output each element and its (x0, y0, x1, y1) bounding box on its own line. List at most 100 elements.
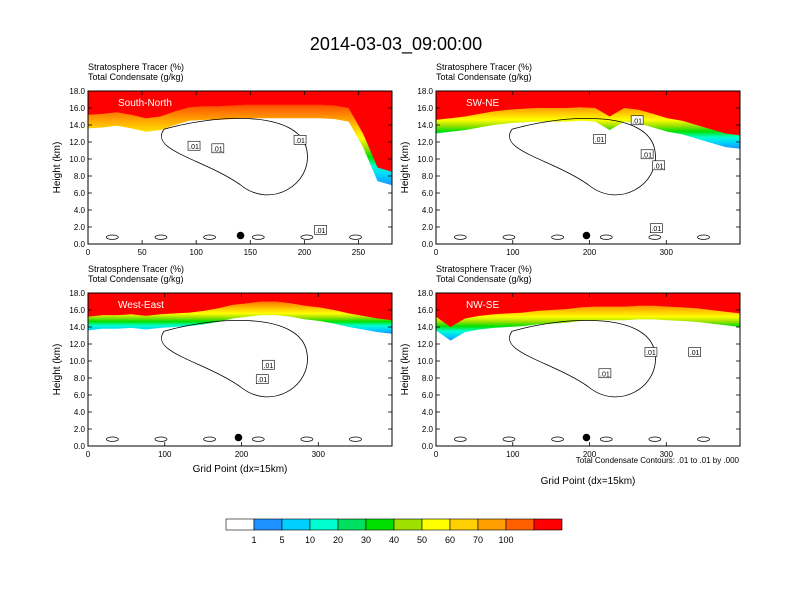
contour-label-text: .01 (316, 228, 326, 235)
colorbar-label: 30 (361, 535, 371, 545)
condensate-contour (509, 320, 656, 398)
contour-label: .01 (650, 223, 663, 233)
contour-label-box (644, 347, 658, 357)
contour-label: .01 (314, 225, 327, 235)
low-contour (251, 436, 265, 442)
panel-title-condensate: Total Condensate (g/kg) (436, 274, 532, 284)
panel-title-condensate: Total Condensate (g/kg) (436, 72, 532, 82)
colorbar-swatch (337, 518, 367, 531)
low-contour (105, 436, 119, 442)
low-contour (551, 234, 564, 240)
y-tick-label: 6.0 (422, 189, 434, 198)
y-tick-label: 2.0 (74, 223, 86, 232)
colorbar-swatch (393, 518, 423, 531)
colorbar-label: 50 (417, 535, 427, 545)
low-contour (349, 436, 362, 442)
low-contour (251, 234, 265, 240)
y-tick-label: 6.0 (74, 391, 86, 400)
contour-label-box (314, 225, 327, 235)
contour-label-text: .01 (632, 118, 642, 125)
contour-label-box (640, 149, 654, 160)
y-tick-label: 16.0 (417, 306, 433, 315)
y-tick-label: 10.0 (69, 357, 85, 366)
contour-label-box (593, 134, 606, 144)
low-contour (648, 234, 662, 240)
contour-label: .01 (187, 140, 201, 151)
y-tick-label: 8.0 (422, 172, 434, 181)
y-tick-label: 16.0 (417, 104, 433, 113)
low-contour (453, 234, 467, 240)
x-tick-label: 50 (138, 248, 147, 257)
y-tick-label: 6.0 (74, 189, 86, 198)
colorbar: 1 5 10 20 30 40 50 60 70 100 (225, 518, 563, 545)
contour-label-text: .01 (189, 144, 199, 151)
plot-frame (435, 292, 741, 447)
colorbar-label: 5 (279, 535, 284, 545)
y-tick-label: 10.0 (417, 357, 433, 366)
colorbar-label: 10 (305, 535, 315, 545)
low-contour (502, 234, 516, 240)
y-tick-label: 0.0 (74, 240, 86, 249)
panel-label: West-East (118, 300, 164, 311)
x-tick-label: 0 (86, 450, 91, 459)
panel-title-tracer: Stratosphere Tracer (%) (436, 264, 532, 274)
y-axis-label: Height (km) (52, 142, 63, 194)
y-tick-label: 0.0 (74, 442, 86, 451)
low-contour (453, 436, 467, 442)
contour-label-box (630, 115, 644, 126)
contour-label-text: .01 (295, 138, 305, 145)
low-contour (599, 436, 613, 442)
contour-label-box (598, 368, 612, 379)
panel-label: NW-SE (466, 300, 499, 311)
contour-label-text: .01 (600, 371, 610, 378)
contour-label-text: .01 (646, 350, 656, 357)
low-contour (697, 436, 710, 442)
contour-label-text: .01 (595, 137, 605, 144)
panel-4: Stratosphere Tracer (%)Total Condensate … (400, 264, 741, 487)
contour-label: .01 (262, 359, 275, 370)
low-contour (300, 234, 314, 240)
y-axis-label: Height (km) (400, 142, 411, 194)
location-marker (236, 231, 245, 240)
panel-1: Stratosphere Tracer (%)Total Condensate … (52, 62, 393, 257)
y-tick-label: 8.0 (74, 172, 86, 181)
y-tick-label: 12.0 (69, 340, 85, 349)
contour-label: .01 (640, 149, 654, 160)
low-contour (648, 436, 662, 442)
y-tick-label: 6.0 (422, 391, 434, 400)
colorbar-swatch (365, 518, 395, 531)
condensate-contour (161, 320, 308, 398)
x-tick-label: 300 (660, 248, 674, 257)
y-tick-label: 2.0 (74, 425, 86, 434)
low-contour (154, 234, 168, 240)
panel-label: SW-NE (466, 98, 499, 109)
location-marker (582, 433, 591, 442)
y-tick-label: 0.0 (422, 442, 434, 451)
y-tick-label: 8.0 (74, 374, 86, 383)
x-tick-label: 200 (583, 248, 597, 257)
plot-frame (87, 292, 393, 447)
plot-area: .01.01.01.01.01 (436, 91, 740, 244)
panel-title-condensate: Total Condensate (g/kg) (88, 72, 184, 82)
y-tick-label: 2.0 (422, 223, 434, 232)
panel-3: Stratosphere Tracer (%)Total Condensate … (52, 264, 393, 475)
contour-label-box (262, 359, 275, 370)
panel-title-condensate: Total Condensate (g/kg) (88, 274, 184, 284)
low-contour (154, 436, 168, 442)
x-tick-label: 100 (190, 248, 204, 257)
y-tick-label: 4.0 (422, 206, 434, 215)
contour-label: .01 (630, 115, 644, 126)
plot-frame (435, 90, 741, 245)
figure-title: 2014-03-03_09:00:00 (310, 34, 482, 55)
contour-label-text: .01 (654, 163, 664, 170)
x-tick-label: 150 (244, 248, 258, 257)
condensate-contour (509, 118, 656, 196)
panel-2: Stratosphere Tracer (%)Total Condensate … (400, 62, 741, 257)
colorbar-label: 70 (473, 535, 483, 545)
plot-frame (87, 90, 393, 245)
tracer-high (436, 293, 740, 327)
contour-note: Total Condensate Contours: .01 to .01 by… (576, 456, 740, 465)
contour-label-text: .01 (642, 152, 652, 159)
contour-label: .01 (644, 347, 658, 357)
